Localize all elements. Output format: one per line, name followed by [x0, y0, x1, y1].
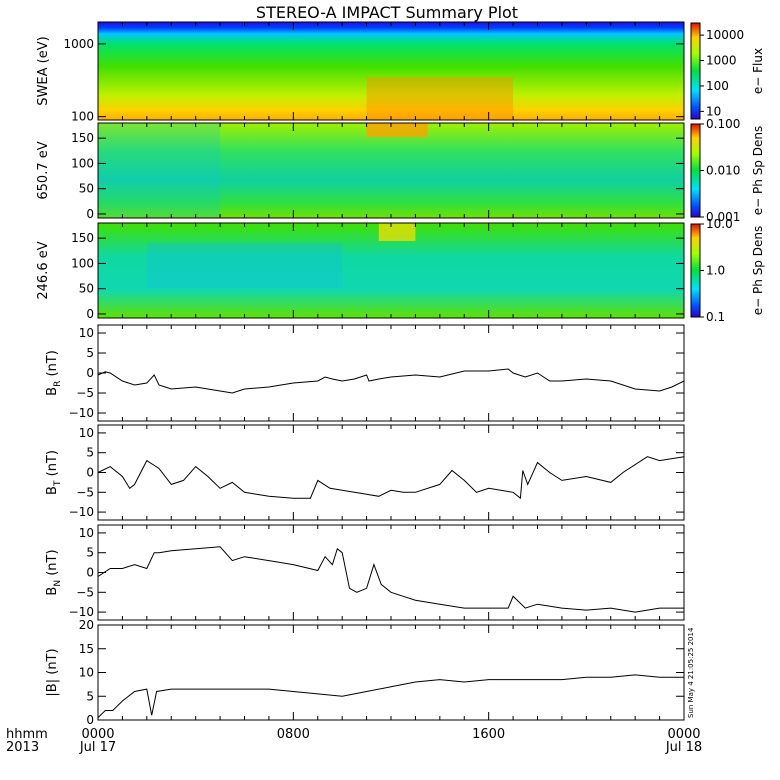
y-tick-label: 50 [79, 282, 94, 296]
colorbar-tick-label: 10000 [706, 28, 744, 42]
y-tick-label: 10 [79, 666, 94, 680]
x-date-label: Jul 18 [665, 740, 702, 755]
x-date-label: Jul 17 [79, 740, 116, 755]
y-axis-label: 650.7 eV [36, 141, 51, 199]
y-tick-label: 10 [79, 426, 94, 440]
x-row-label-year: 2013 [6, 740, 39, 755]
panel-frame [97, 524, 685, 621]
panel-3: 10.0 1.0 0.1 e− Ph Sp Dens 246.6 eV 0 50 100 150 [36, 217, 765, 324]
y-axis-label: |B| (nT) [45, 648, 60, 696]
colorbar-label: e− Ph Sp Dens [751, 226, 765, 315]
y-axis-label: BT (nT) [45, 450, 63, 495]
colorbar-tick-label: 10 [706, 104, 721, 118]
y-tick-label: 0 [86, 207, 94, 221]
series-line [97, 674, 684, 718]
series-line [97, 546, 684, 613]
y-tick-label: 5 [86, 346, 94, 360]
y-tick-label: 50 [79, 182, 94, 196]
heatmap-cool-region [98, 123, 221, 218]
y-tick-label: 5 [86, 546, 94, 560]
y-axis-label: 246.6 eV [36, 241, 51, 299]
x-tick-label: 0000 [667, 727, 700, 742]
y-tick-label: −10 [69, 406, 94, 420]
y-axis-label: BR (nT) [45, 350, 63, 396]
panel-1: 10000 1000 100 10 e− Flux SWEA (eV) 100 1000 [36, 21, 765, 124]
timestamp: Sun May 4 21:05:25 2014 [687, 627, 695, 718]
colorbar-tick-label: 0.100 [706, 117, 740, 131]
y-tick-label: 1000 [63, 37, 94, 51]
y-tick-label: 0 [86, 566, 94, 580]
colorbar [690, 123, 701, 218]
heatmap-hot-region [378, 223, 416, 241]
colorbar-tick-label: 100 [706, 79, 729, 93]
x-tick-label: 1600 [472, 727, 505, 742]
y-tick-label: 100 [71, 256, 94, 270]
y-tick-label: −10 [69, 505, 94, 519]
y-tick-label: 5 [86, 446, 94, 460]
y-tick-label: −5 [76, 585, 94, 599]
panel-5: BT (nT) −10 −5 0 5 10 [45, 424, 685, 521]
colorbar-label: e− Ph Sp Dens [751, 126, 765, 215]
y-tick-label: 0 [86, 307, 94, 321]
colorbar-tick-label: 10.0 [706, 217, 733, 231]
colorbar [690, 223, 701, 318]
heatmap-field [98, 22, 684, 120]
y-tick-label: 15 [79, 642, 94, 656]
y-tick-label: 0 [86, 366, 94, 380]
y-tick-label: −10 [69, 605, 94, 619]
panel-7: |B| (nT) 0 5 10 15 20 [45, 618, 685, 727]
y-axis-label: BN (nT) [45, 549, 63, 595]
heatmap-cool-region [146, 243, 343, 288]
y-tick-label: −5 [76, 386, 94, 400]
y-axis-label: SWEA (eV) [36, 36, 51, 105]
colorbar-tick-label: 1.0 [706, 264, 725, 278]
colorbar-tick-label: 0.1 [706, 310, 725, 324]
y-tick-label: −5 [76, 485, 94, 499]
panel-frame [97, 624, 685, 721]
colorbar [690, 22, 701, 120]
panel-2: 0.100 0.010 0.001 e− Ph Sp Dens 650.7 eV 0 50 1… [36, 117, 765, 224]
y-tick-label: 150 [71, 131, 94, 145]
x-row-label-time: hhmm [6, 727, 48, 742]
x-tick-label: 0000 [81, 727, 114, 742]
colorbar-label: e− Flux [751, 48, 765, 94]
plot-title: STEREO-A IMPACT Summary Plot [256, 3, 518, 22]
panel-frame [97, 424, 685, 521]
y-tick-label: 0 [86, 466, 94, 480]
y-tick-label: 10 [79, 326, 94, 340]
series-line [97, 368, 685, 394]
x-tick-label: 0800 [277, 727, 310, 742]
y-tick-label: 5 [86, 689, 94, 703]
colorbar-tick-label: 1000 [706, 54, 737, 68]
panel-6: BN (nT) −10 −5 0 5 10 [45, 524, 685, 621]
panel-frame [97, 324, 685, 422]
y-tick-label: 100 [71, 156, 94, 170]
colorbar-tick-label: 0.001 [706, 210, 740, 224]
heatmap-hot-region [366, 77, 514, 120]
heatmap-hot-region [366, 123, 428, 137]
y-tick-label: 10 [79, 526, 94, 540]
panel-4: BR (nT) −10 −5 0 5 10 [45, 324, 685, 422]
heatmap-field [98, 123, 684, 218]
y-tick-label: 0 [86, 713, 94, 727]
y-tick-label: 100 [71, 110, 94, 124]
series-line [97, 456, 685, 500]
colorbar-tick-label: 0.010 [706, 164, 740, 178]
y-tick-label: 20 [79, 618, 94, 632]
y-tick-label: 150 [71, 231, 94, 245]
